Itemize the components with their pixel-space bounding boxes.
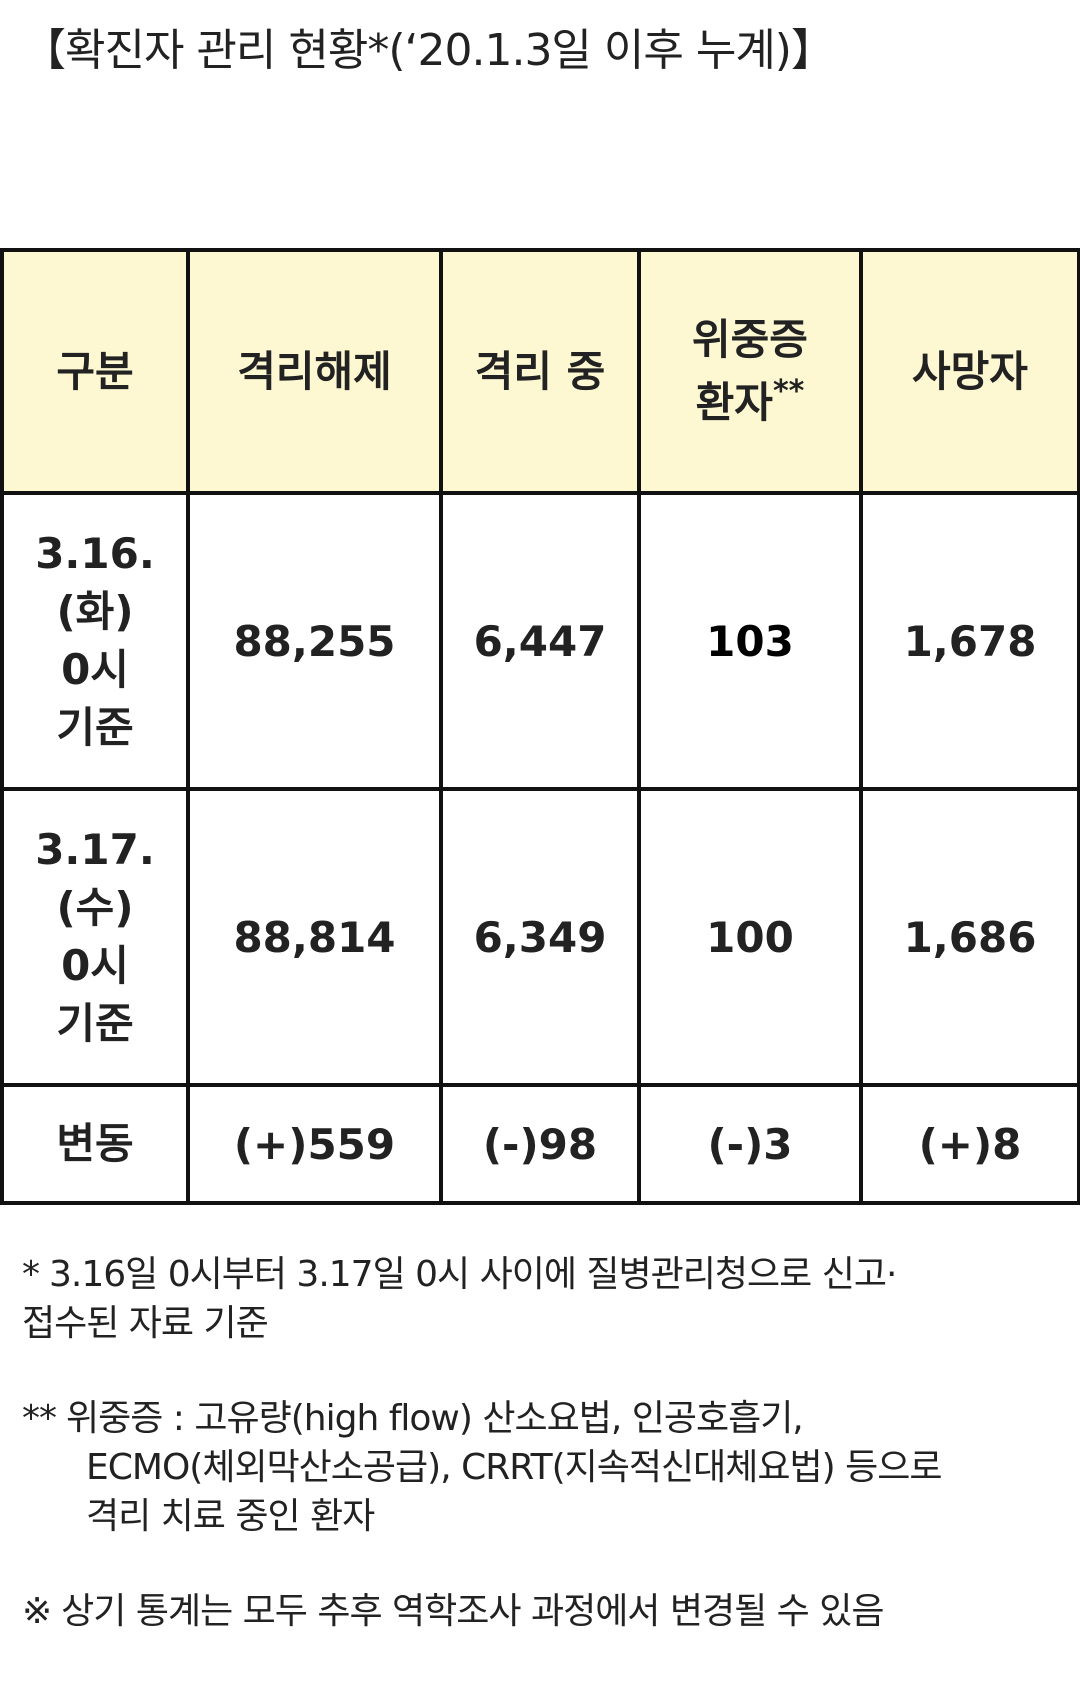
row-label-text: 3.16. — [35, 529, 155, 578]
header-text: 사망자 — [912, 346, 1028, 396]
footnote-text: ECMO(체외막산소공급), CRRT(지속적신대체요법) 등으로 — [86, 1447, 942, 1488]
row-label-text: 기준 — [56, 999, 134, 1048]
header-text: 구분 — [56, 346, 134, 396]
cell: 88,255 — [186, 491, 443, 791]
header-cell: 격리해제 — [186, 248, 443, 495]
footnote-line: 접수된 자료 기준 — [22, 1299, 1062, 1348]
footnote-line: ※ 상기 통계는 모두 추후 역학조사 과정에서 변경될 수 있음 — [22, 1587, 1062, 1636]
cell: 1,686 — [859, 787, 1080, 1087]
cell: 100 — [637, 787, 863, 1087]
footnote: ※ 상기 통계는 모두 추후 역학조사 과정에서 변경될 수 있음 — [22, 1587, 1062, 1636]
row-label-text: 기준 — [56, 703, 134, 752]
status-table: 구분 격리해제 격리 중 위중증 환자** 사망자 3.16. (화) 0시 기준 88,255 6,… — [0, 248, 1080, 1205]
cell: 1,678 — [859, 491, 1080, 791]
footnote-text: 상기 통계는 모두 추후 역학조사 과정에서 변경될 수 있음 — [61, 1591, 884, 1632]
footnote-marker: ** — [22, 1398, 57, 1439]
cell: (-)3 — [637, 1083, 863, 1205]
row-label-text: 0시 — [61, 645, 129, 694]
header-text: 격리 중 — [474, 346, 606, 396]
footnote-marker: * — [22, 1254, 40, 1295]
row-label-text: 변동 — [56, 1119, 134, 1168]
header-cell: 구분 — [0, 248, 190, 495]
footnote-text: 3.16일 0시부터 3.17일 0시 사이에 질병관리청으로 신고· — [49, 1254, 897, 1295]
footnote-line: ** 위중증 : 고유량(high flow) 산소요법, 인공호흡기, — [22, 1394, 1062, 1443]
cell: 88,814 — [186, 787, 443, 1087]
header-text: 위중증 — [692, 315, 808, 364]
footnote-text: 접수된 자료 기준 — [22, 1303, 269, 1344]
cell: (-)98 — [439, 1083, 641, 1205]
cell: 103 — [637, 491, 863, 791]
header-text: 격리해제 — [237, 346, 392, 396]
row-label: 변동 — [0, 1083, 190, 1205]
data-row: 변동 (+)559 (-)98 (-)3 (+)8 — [0, 1083, 1080, 1205]
footnote-text: 격리 치료 중인 환자 — [86, 1496, 375, 1537]
row-label-text: (화) — [56, 587, 134, 636]
row-label-text: (수) — [56, 883, 134, 932]
footnote: * 3.16일 0시부터 3.17일 0시 사이에 질병관리청으로 신고· 접수된 … — [22, 1250, 1062, 1348]
header-cell: 사망자 — [859, 248, 1080, 495]
title: 【확진자 관리 현황*(‘20.1.3일 이후 누계)】 — [22, 25, 835, 76]
cell: (+)8 — [859, 1083, 1080, 1205]
footnote: ** 위중증 : 고유량(high flow) 산소요법, 인공호흡기, ECMO(… — [22, 1394, 1062, 1541]
footnote-text: 위중증 : 고유량(high flow) 산소요법, 인공호흡기, — [66, 1398, 804, 1439]
footnote-line: * 3.16일 0시부터 3.17일 0시 사이에 질병관리청으로 신고· — [22, 1250, 1062, 1299]
header-cell: 격리 중 — [439, 248, 641, 495]
footnote-mark: ** — [772, 374, 805, 409]
row-label-text: 3.17. — [35, 825, 155, 874]
cell: 6,349 — [439, 787, 641, 1087]
footnote-line: 격리 치료 중인 환자 — [22, 1492, 1062, 1541]
footnote-line: ECMO(체외막산소공급), CRRT(지속적신대체요법) 등으로 — [22, 1443, 1062, 1492]
footnotes: * 3.16일 0시부터 3.17일 0시 사이에 질병관리청으로 신고· 접수된 … — [22, 1250, 1062, 1682]
cell: (+)559 — [186, 1083, 443, 1205]
cell: 6,447 — [439, 491, 641, 791]
footnote-marker: ※ — [22, 1591, 52, 1632]
row-label-text: 0시 — [61, 941, 129, 990]
header-text: 환자** — [695, 374, 805, 427]
